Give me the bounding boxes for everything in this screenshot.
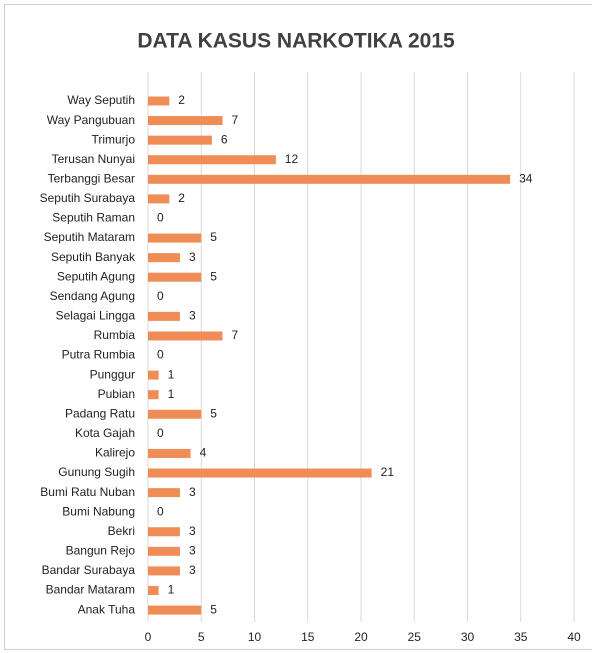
x-tick-label: 5 bbox=[198, 630, 205, 644]
bar bbox=[148, 527, 180, 537]
data-label: 5 bbox=[210, 230, 217, 244]
bar bbox=[148, 253, 180, 263]
bar bbox=[148, 390, 159, 400]
y-tick-label: Seputih Raman bbox=[52, 211, 135, 225]
y-tick-label: Selagai Lingga bbox=[56, 309, 136, 323]
bar bbox=[148, 311, 180, 321]
bar bbox=[148, 233, 202, 243]
bar bbox=[148, 96, 170, 106]
bar bbox=[148, 194, 170, 204]
bar bbox=[148, 605, 202, 615]
bar bbox=[148, 586, 159, 595]
bar bbox=[148, 174, 511, 184]
data-label: 2 bbox=[178, 93, 185, 107]
x-tick-label: 40 bbox=[567, 630, 581, 644]
data-label: 3 bbox=[189, 309, 196, 323]
data-label: 5 bbox=[210, 406, 217, 420]
data-label: 7 bbox=[232, 113, 239, 127]
y-tick-label: Terusan Nunyai bbox=[52, 152, 135, 166]
bar bbox=[148, 468, 372, 478]
data-label: 7 bbox=[232, 328, 239, 342]
chart-title: DATA KASUS NARKOTIKA 2015 bbox=[137, 30, 455, 53]
bar bbox=[148, 272, 202, 282]
bar bbox=[148, 566, 180, 576]
bar bbox=[148, 116, 223, 126]
y-tick-label: Pubian bbox=[98, 387, 135, 401]
data-label: 1 bbox=[168, 367, 175, 381]
data-label: 12 bbox=[285, 152, 299, 166]
data-label: 1 bbox=[168, 583, 175, 597]
bar bbox=[148, 546, 180, 556]
y-tick-label: Bumi Nabung bbox=[62, 504, 135, 518]
data-label: 3 bbox=[189, 544, 196, 558]
data-label: 1 bbox=[168, 387, 175, 401]
y-tick-label: Sendang Agung bbox=[50, 289, 135, 303]
data-label: 5 bbox=[210, 602, 217, 616]
data-label: 0 bbox=[157, 426, 164, 440]
x-tick-label: 20 bbox=[354, 630, 368, 644]
y-tick-label: Anak Tuha bbox=[78, 602, 136, 616]
bar bbox=[148, 135, 212, 145]
y-tick-label: Way Pangubuan bbox=[47, 113, 135, 127]
chart-frame bbox=[4, 4, 592, 650]
y-tick-label: Padang Ratu bbox=[65, 406, 135, 420]
data-label: 34 bbox=[519, 171, 533, 185]
y-tick-label: Bandar Surabaya bbox=[42, 563, 136, 577]
y-tick-label: Bandar Mataram bbox=[46, 583, 135, 597]
data-label: 0 bbox=[157, 289, 164, 303]
y-tick-label: Seputih Banyak bbox=[51, 250, 136, 264]
x-tick-label: 15 bbox=[301, 630, 315, 644]
y-tick-label: Bumi Ratu Nuban bbox=[40, 485, 135, 499]
y-tick-label: Rumbia bbox=[94, 328, 136, 342]
y-tick-label: Seputih Agung bbox=[57, 269, 135, 283]
y-tick-label: Seputih Surabaya bbox=[40, 191, 136, 205]
y-tick-label: Bangun Rejo bbox=[66, 544, 136, 558]
data-label: 0 bbox=[157, 348, 164, 362]
y-tick-label: Bekri bbox=[108, 524, 135, 538]
bar bbox=[148, 331, 223, 341]
y-tick-label: Kalirejo bbox=[95, 446, 135, 460]
data-label: 3 bbox=[189, 250, 196, 264]
x-tick-label: 35 bbox=[514, 630, 528, 644]
data-label: 5 bbox=[210, 269, 217, 283]
data-label: 3 bbox=[189, 485, 196, 499]
data-label: 2 bbox=[178, 191, 185, 205]
y-tick-label: Trimurjo bbox=[91, 132, 135, 146]
y-tick-label: Punggur bbox=[90, 367, 135, 381]
data-label: 0 bbox=[157, 211, 164, 225]
bar bbox=[148, 370, 159, 380]
y-tick-label: Terbanggi Besar bbox=[48, 171, 135, 185]
bar bbox=[148, 488, 180, 498]
x-tick-label: 30 bbox=[461, 630, 475, 644]
y-tick-label: Way Seputih bbox=[67, 93, 135, 107]
x-tick-label: 10 bbox=[248, 630, 262, 644]
data-label: 3 bbox=[189, 563, 196, 577]
bar bbox=[148, 448, 191, 458]
data-label: 6 bbox=[221, 132, 228, 146]
y-tick-label: Seputih Mataram bbox=[44, 230, 135, 244]
bar bbox=[148, 409, 202, 419]
data-label: 3 bbox=[189, 524, 196, 538]
data-label: 4 bbox=[200, 446, 207, 460]
y-tick-label: Putra Rumbia bbox=[62, 348, 136, 362]
data-label: 0 bbox=[157, 504, 164, 518]
y-tick-label: Gunung Sugih bbox=[58, 465, 135, 479]
y-tick-label: Kota Gajah bbox=[75, 426, 135, 440]
x-tick-label: 0 bbox=[145, 630, 152, 644]
bar bbox=[148, 155, 276, 165]
data-label: 21 bbox=[381, 465, 395, 479]
x-tick-label: 25 bbox=[408, 630, 422, 644]
